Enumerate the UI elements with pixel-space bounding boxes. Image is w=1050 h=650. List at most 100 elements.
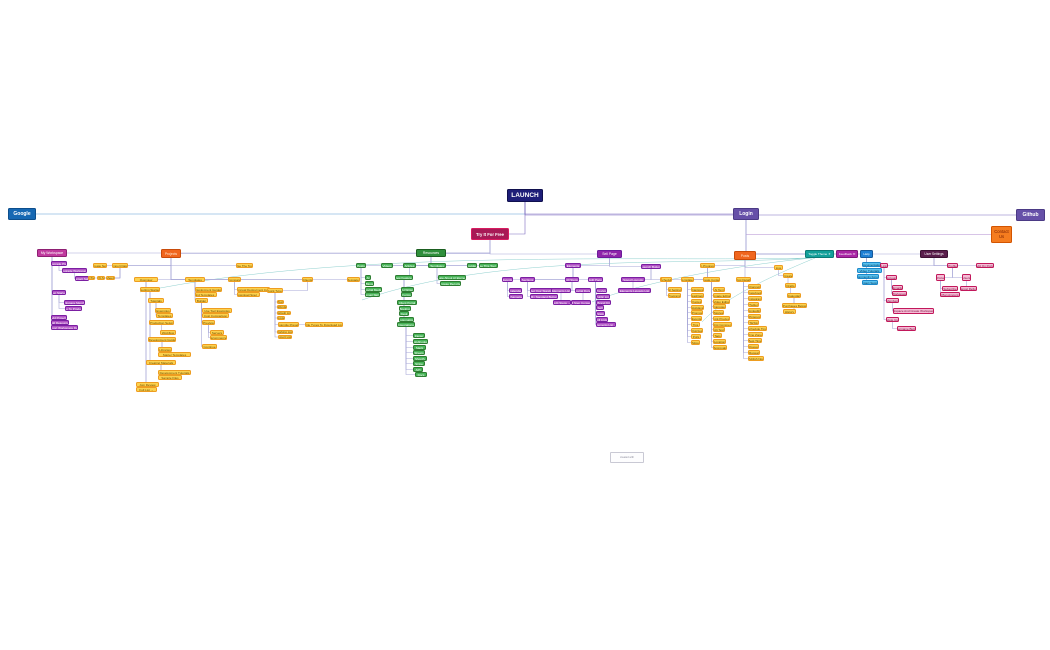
node-cl[interactable]: Clients <box>302 277 313 282</box>
node-u3s[interactable]: Brand Kit <box>596 300 611 305</box>
node-o2[interactable]: Tutorials <box>148 298 164 303</box>
node-d1[interactable]: Deployment Guides <box>195 287 222 292</box>
node-as[interactable]: All Steps <box>565 277 579 282</box>
node-u4s[interactable]: Sell <box>596 305 604 310</box>
node-lb[interactable]: Launch Button <box>641 264 661 269</box>
node-m2[interactable]: Webhooks <box>413 339 428 344</box>
node-n7[interactable]: Integrations <box>397 322 415 327</box>
node-b9[interactable]: Tags <box>713 333 722 338</box>
node-a3[interactable]: Edit Steps → <box>553 300 571 305</box>
node-o9[interactable]: Starter Templates <box>158 352 191 357</box>
node-pe[interactable]: Sheets <box>106 276 115 280</box>
node-t6[interactable]: Events <box>691 316 702 321</box>
node-x6[interactable]: Delete User <box>886 317 899 322</box>
node-pd[interactable]: XLS <box>97 276 105 280</box>
node-f1[interactable]: Channels <box>748 284 761 289</box>
node-m3[interactable]: Slack <box>413 345 426 350</box>
node-t7[interactable]: Tips <box>691 322 700 327</box>
node-y1[interactable]: Portal <box>936 274 945 281</box>
node-q6[interactable]: File Types To Download List <box>305 322 343 327</box>
node-b11[interactable]: Approvals <box>713 345 727 350</box>
node-a4[interactable]: All Step Consent <box>571 300 591 305</box>
node-pdt[interactable]: Post Details <box>736 277 751 282</box>
node-g1[interactable]: Posts <box>356 263 366 268</box>
node-f4[interactable]: Twitter <box>748 302 759 307</box>
node-sl1[interactable]: Elements Layouts List <box>618 288 651 293</box>
node-q5[interactable]: Example Presets <box>278 322 299 327</box>
node-d5[interactable]: Cost Comparison <box>202 313 229 318</box>
node-f7[interactable]: TikTok <box>748 320 759 325</box>
node-g6[interactable]: Use This Tool → <box>479 263 498 268</box>
node-res[interactable]: Resources <box>416 249 446 257</box>
node-ev[interactable]: Events <box>502 277 513 282</box>
node-h3[interactable]: Community Forum <box>857 274 879 279</box>
node-b7[interactable]: First Comment <box>713 322 732 327</box>
node-b5[interactable]: Stories <box>713 310 724 315</box>
node-g4[interactable]: Templates <box>428 263 446 268</box>
node-o14[interactable]: Full List → <box>136 387 157 392</box>
node-r1[interactable]: Drafts <box>785 283 796 288</box>
node-w3[interactable]: Contact Sales <box>75 276 89 281</box>
node-w5[interactable]: Workspace Members <box>64 300 85 305</box>
node-t3[interactable]: Quotes <box>691 299 702 304</box>
node-m6[interactable]: Stripe <box>413 361 425 366</box>
node-theme[interactable]: Toggle Theme ☀ <box>805 250 834 258</box>
node-r2[interactable]: Calendar <box>787 293 801 298</box>
node-ed[interactable]: Edit Page <box>588 277 603 282</box>
node-gb[interactable]: Blogs <box>365 281 374 286</box>
node-y5[interactable]: Plan Amount <box>940 292 960 297</box>
node-ut[interactable]: Use The Tool <box>236 263 253 268</box>
node-x3[interactable]: Workspace <box>892 291 907 296</box>
node-f12[interactable]: Repeat <box>748 350 760 355</box>
node-f8[interactable]: Schedule Time <box>748 326 767 331</box>
node-f2[interactable]: Facebook <box>748 290 762 295</box>
node-pf[interactable]: Profile <box>947 263 958 268</box>
node-y2[interactable]: Users <box>962 274 971 281</box>
node-tp[interactable]: Templates <box>681 277 694 282</box>
node-t2[interactable]: Hashtags <box>691 293 704 298</box>
node-ul[interactable]: Link <box>880 263 888 268</box>
node-u6s[interactable]: All Lists <box>596 317 608 322</box>
node-o11[interactable]: Development Tutorials <box>158 370 191 375</box>
node-f11[interactable]: Queue <box>748 344 759 349</box>
node-m8[interactable]: Docs <box>415 372 427 377</box>
node-nf[interactable]: New Features <box>395 275 413 280</box>
node-x5[interactable]: Add Workspace And Create Workspace Butto… <box>893 308 934 314</box>
node-ao[interactable]: Add On Portal <box>976 263 994 268</box>
node-co[interactable]: Sections <box>520 277 535 282</box>
node-d9[interactable]: Continue <box>202 344 217 349</box>
node-d7[interactable]: Servers <box>210 330 224 335</box>
node-o3[interactable]: Examples <box>155 308 171 313</box>
node-n6[interactable]: Automation <box>399 317 414 322</box>
node-g3[interactable]: Articles <box>403 263 416 268</box>
node-f6[interactable]: Pinterest <box>748 314 761 319</box>
node-qt[interactable]: Quick Types <box>267 288 283 293</box>
node-help[interactable]: Help <box>860 250 873 258</box>
node-n2[interactable]: Forms <box>401 292 412 297</box>
node-dv[interactable]: Templates <box>185 277 205 282</box>
node-t5[interactable]: Promos <box>691 310 703 315</box>
node-h2[interactable]: Video Tutorials <box>857 268 882 273</box>
node-w6[interactable]: Go To Product <box>65 306 82 311</box>
node-b10[interactable]: Location <box>713 339 726 344</box>
node-o1[interactable]: Getting Started <box>140 287 160 292</box>
node-ov[interactable]: Overview <box>134 277 158 282</box>
node-uset[interactable]: User Settings <box>920 250 948 258</box>
node-google[interactable]: Google <box>8 208 36 220</box>
node-s1[interactable]: All Settings <box>668 287 682 292</box>
node-x1[interactable]: Account <box>886 275 897 280</box>
node-contact[interactable]: Contact Us <box>991 226 1012 243</box>
node-m5[interactable]: Shopify <box>413 356 427 361</box>
node-r3[interactable]: Purchases Below <box>782 303 807 308</box>
node-tryfree[interactable]: Try It For Free <box>471 228 509 240</box>
node-pa[interactable]: Create New <box>93 263 107 268</box>
node-s2[interactable]: Programs <box>668 293 681 298</box>
node-ip[interactable]: In Progress <box>700 263 715 268</box>
node-sell[interactable]: Sell Page <box>597 250 622 258</box>
node-u2s[interactable]: Public Link <box>596 294 610 299</box>
node-w9[interactable]: Import Workspace Data <box>51 325 78 330</box>
node-w7[interactable]: Add Projects <box>51 315 67 320</box>
node-t1[interactable]: Captions <box>691 287 704 292</box>
node-b1[interactable]: AI Text <box>713 287 725 292</box>
node-o8[interactable]: Libraries <box>158 347 172 352</box>
